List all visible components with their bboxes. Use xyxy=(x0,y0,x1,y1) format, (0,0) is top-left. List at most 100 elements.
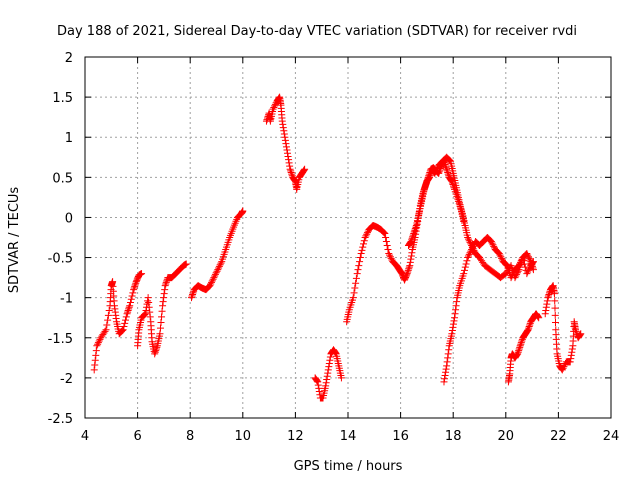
data-point xyxy=(403,270,411,278)
data-point xyxy=(301,165,309,173)
data-point xyxy=(285,159,293,167)
data-point xyxy=(490,242,498,250)
data-point xyxy=(406,239,414,247)
data-point xyxy=(507,274,515,282)
data-point xyxy=(352,279,360,287)
y-tick-label: 2 xyxy=(65,51,73,66)
data-point xyxy=(517,258,525,266)
y-tick-label: -0.5 xyxy=(48,252,73,267)
data-point xyxy=(188,292,196,300)
y-tick-label: -1 xyxy=(60,292,73,307)
data-point xyxy=(380,229,388,237)
data-point xyxy=(517,339,525,347)
data-point xyxy=(282,140,290,148)
data-point xyxy=(440,378,448,386)
data-point xyxy=(379,228,387,236)
data-point xyxy=(409,233,417,241)
data-point xyxy=(527,259,535,267)
x-tick-label: 10 xyxy=(235,429,252,444)
series-s7 xyxy=(404,153,468,250)
data-point xyxy=(534,313,542,321)
data-point xyxy=(92,351,100,359)
data-point xyxy=(206,282,214,290)
data-point xyxy=(161,286,169,294)
data-point xyxy=(387,254,395,262)
data-point xyxy=(287,169,295,177)
data-point xyxy=(188,294,196,302)
data-point xyxy=(568,348,576,356)
data-point xyxy=(103,321,111,329)
data-point xyxy=(535,314,543,322)
data-point xyxy=(215,262,223,270)
data-point xyxy=(552,319,560,327)
data-point xyxy=(405,265,413,273)
data-point xyxy=(214,266,222,274)
data-point xyxy=(386,251,394,259)
data-point xyxy=(353,270,361,278)
data-point xyxy=(146,308,154,316)
data-point xyxy=(464,235,472,243)
data-point xyxy=(523,270,531,278)
data-point xyxy=(92,347,100,355)
data-point xyxy=(279,120,287,128)
data-point xyxy=(217,259,225,267)
series-s5 xyxy=(311,346,345,402)
data-point xyxy=(324,369,332,377)
data-point xyxy=(412,223,420,231)
y-tick-label: 1 xyxy=(65,131,73,146)
data-point xyxy=(525,323,533,331)
data-point xyxy=(543,297,551,305)
data-point xyxy=(331,348,339,356)
data-point xyxy=(279,124,287,132)
data-point xyxy=(356,254,364,262)
data-point xyxy=(452,302,460,310)
y-tick-label: 1.5 xyxy=(52,91,73,106)
data-point xyxy=(145,303,153,311)
data-point xyxy=(502,261,510,269)
data-point xyxy=(271,100,279,108)
data-point xyxy=(208,278,216,286)
data-point xyxy=(124,307,132,315)
data-point xyxy=(443,165,451,173)
data-point xyxy=(432,166,440,174)
data-point xyxy=(284,149,292,157)
data-point xyxy=(405,263,413,271)
data-point xyxy=(386,253,394,261)
data-point xyxy=(105,307,113,315)
data-point xyxy=(122,313,130,321)
x-axis-ticks: 4 6 8 10 12 14 16 18 20 22 24 xyxy=(81,57,619,444)
data-point xyxy=(90,366,98,374)
data-point xyxy=(516,343,524,351)
data-point xyxy=(527,258,535,266)
data-point xyxy=(158,313,166,321)
data-point xyxy=(444,169,452,177)
data-point xyxy=(332,349,340,357)
data-point xyxy=(362,232,370,240)
data-point xyxy=(407,252,415,260)
x-tick-label: 18 xyxy=(445,429,462,444)
data-point xyxy=(286,162,294,170)
data-point xyxy=(314,381,322,389)
data-point xyxy=(431,169,439,177)
data-point xyxy=(444,350,452,358)
series-s6 xyxy=(343,157,537,326)
data-point xyxy=(142,307,150,315)
data-point xyxy=(571,326,579,334)
data-point xyxy=(514,350,522,358)
data-point xyxy=(544,294,552,302)
data-point xyxy=(426,172,434,180)
data-point xyxy=(119,326,127,334)
data-point xyxy=(325,359,333,367)
data-point xyxy=(421,184,429,192)
data-point xyxy=(123,310,131,318)
data-point xyxy=(407,238,415,246)
data-point xyxy=(94,340,102,348)
data-point xyxy=(444,354,452,362)
data-point xyxy=(385,250,393,258)
x-tick-label: 22 xyxy=(550,429,567,444)
data-point xyxy=(102,326,110,334)
data-point xyxy=(355,262,363,270)
data-point xyxy=(497,253,505,261)
data-point xyxy=(314,378,322,386)
data-point xyxy=(351,284,359,292)
